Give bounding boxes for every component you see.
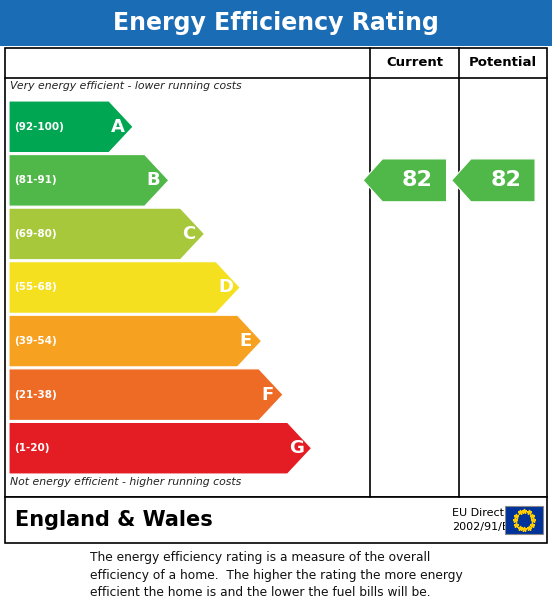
Text: G: G — [289, 439, 304, 457]
Text: Potential: Potential — [469, 56, 537, 69]
Bar — [5, 497, 547, 543]
Text: F: F — [261, 386, 273, 403]
Text: B: B — [147, 172, 160, 189]
Text: D: D — [218, 278, 233, 297]
Text: C: C — [182, 225, 195, 243]
Bar — [505, 506, 543, 534]
Text: (69-80): (69-80) — [14, 229, 57, 239]
Text: (39-54): (39-54) — [14, 336, 57, 346]
Bar — [5, 48, 547, 497]
Text: (55-68): (55-68) — [14, 283, 57, 292]
Polygon shape — [9, 208, 204, 260]
Polygon shape — [9, 101, 133, 153]
Polygon shape — [452, 159, 535, 202]
Text: EU Directive
2002/91/EC: EU Directive 2002/91/EC — [452, 508, 521, 531]
Text: (92-100): (92-100) — [14, 122, 64, 132]
Polygon shape — [9, 315, 262, 367]
Bar — [0, 0, 552, 46]
Text: (81-91): (81-91) — [14, 175, 57, 185]
Text: Very energy efficient - lower running costs: Very energy efficient - lower running co… — [10, 81, 242, 91]
Polygon shape — [9, 369, 283, 421]
Text: The energy efficiency rating is a measure of the overall
efficiency of a home.  : The energy efficiency rating is a measur… — [89, 550, 463, 600]
Text: 82: 82 — [402, 170, 433, 191]
Text: A: A — [111, 118, 125, 136]
Text: Energy Efficiency Rating: Energy Efficiency Rating — [113, 11, 439, 35]
Text: Current: Current — [386, 56, 443, 69]
Polygon shape — [9, 422, 311, 474]
Text: E: E — [240, 332, 252, 350]
Text: (1-20): (1-20) — [14, 443, 50, 453]
Polygon shape — [9, 262, 240, 313]
Text: (21-38): (21-38) — [14, 390, 57, 400]
Text: 82: 82 — [491, 170, 521, 191]
Polygon shape — [363, 159, 447, 202]
Text: Not energy efficient - higher running costs: Not energy efficient - higher running co… — [10, 477, 241, 487]
Text: England & Wales: England & Wales — [15, 510, 213, 530]
Polygon shape — [9, 154, 169, 206]
